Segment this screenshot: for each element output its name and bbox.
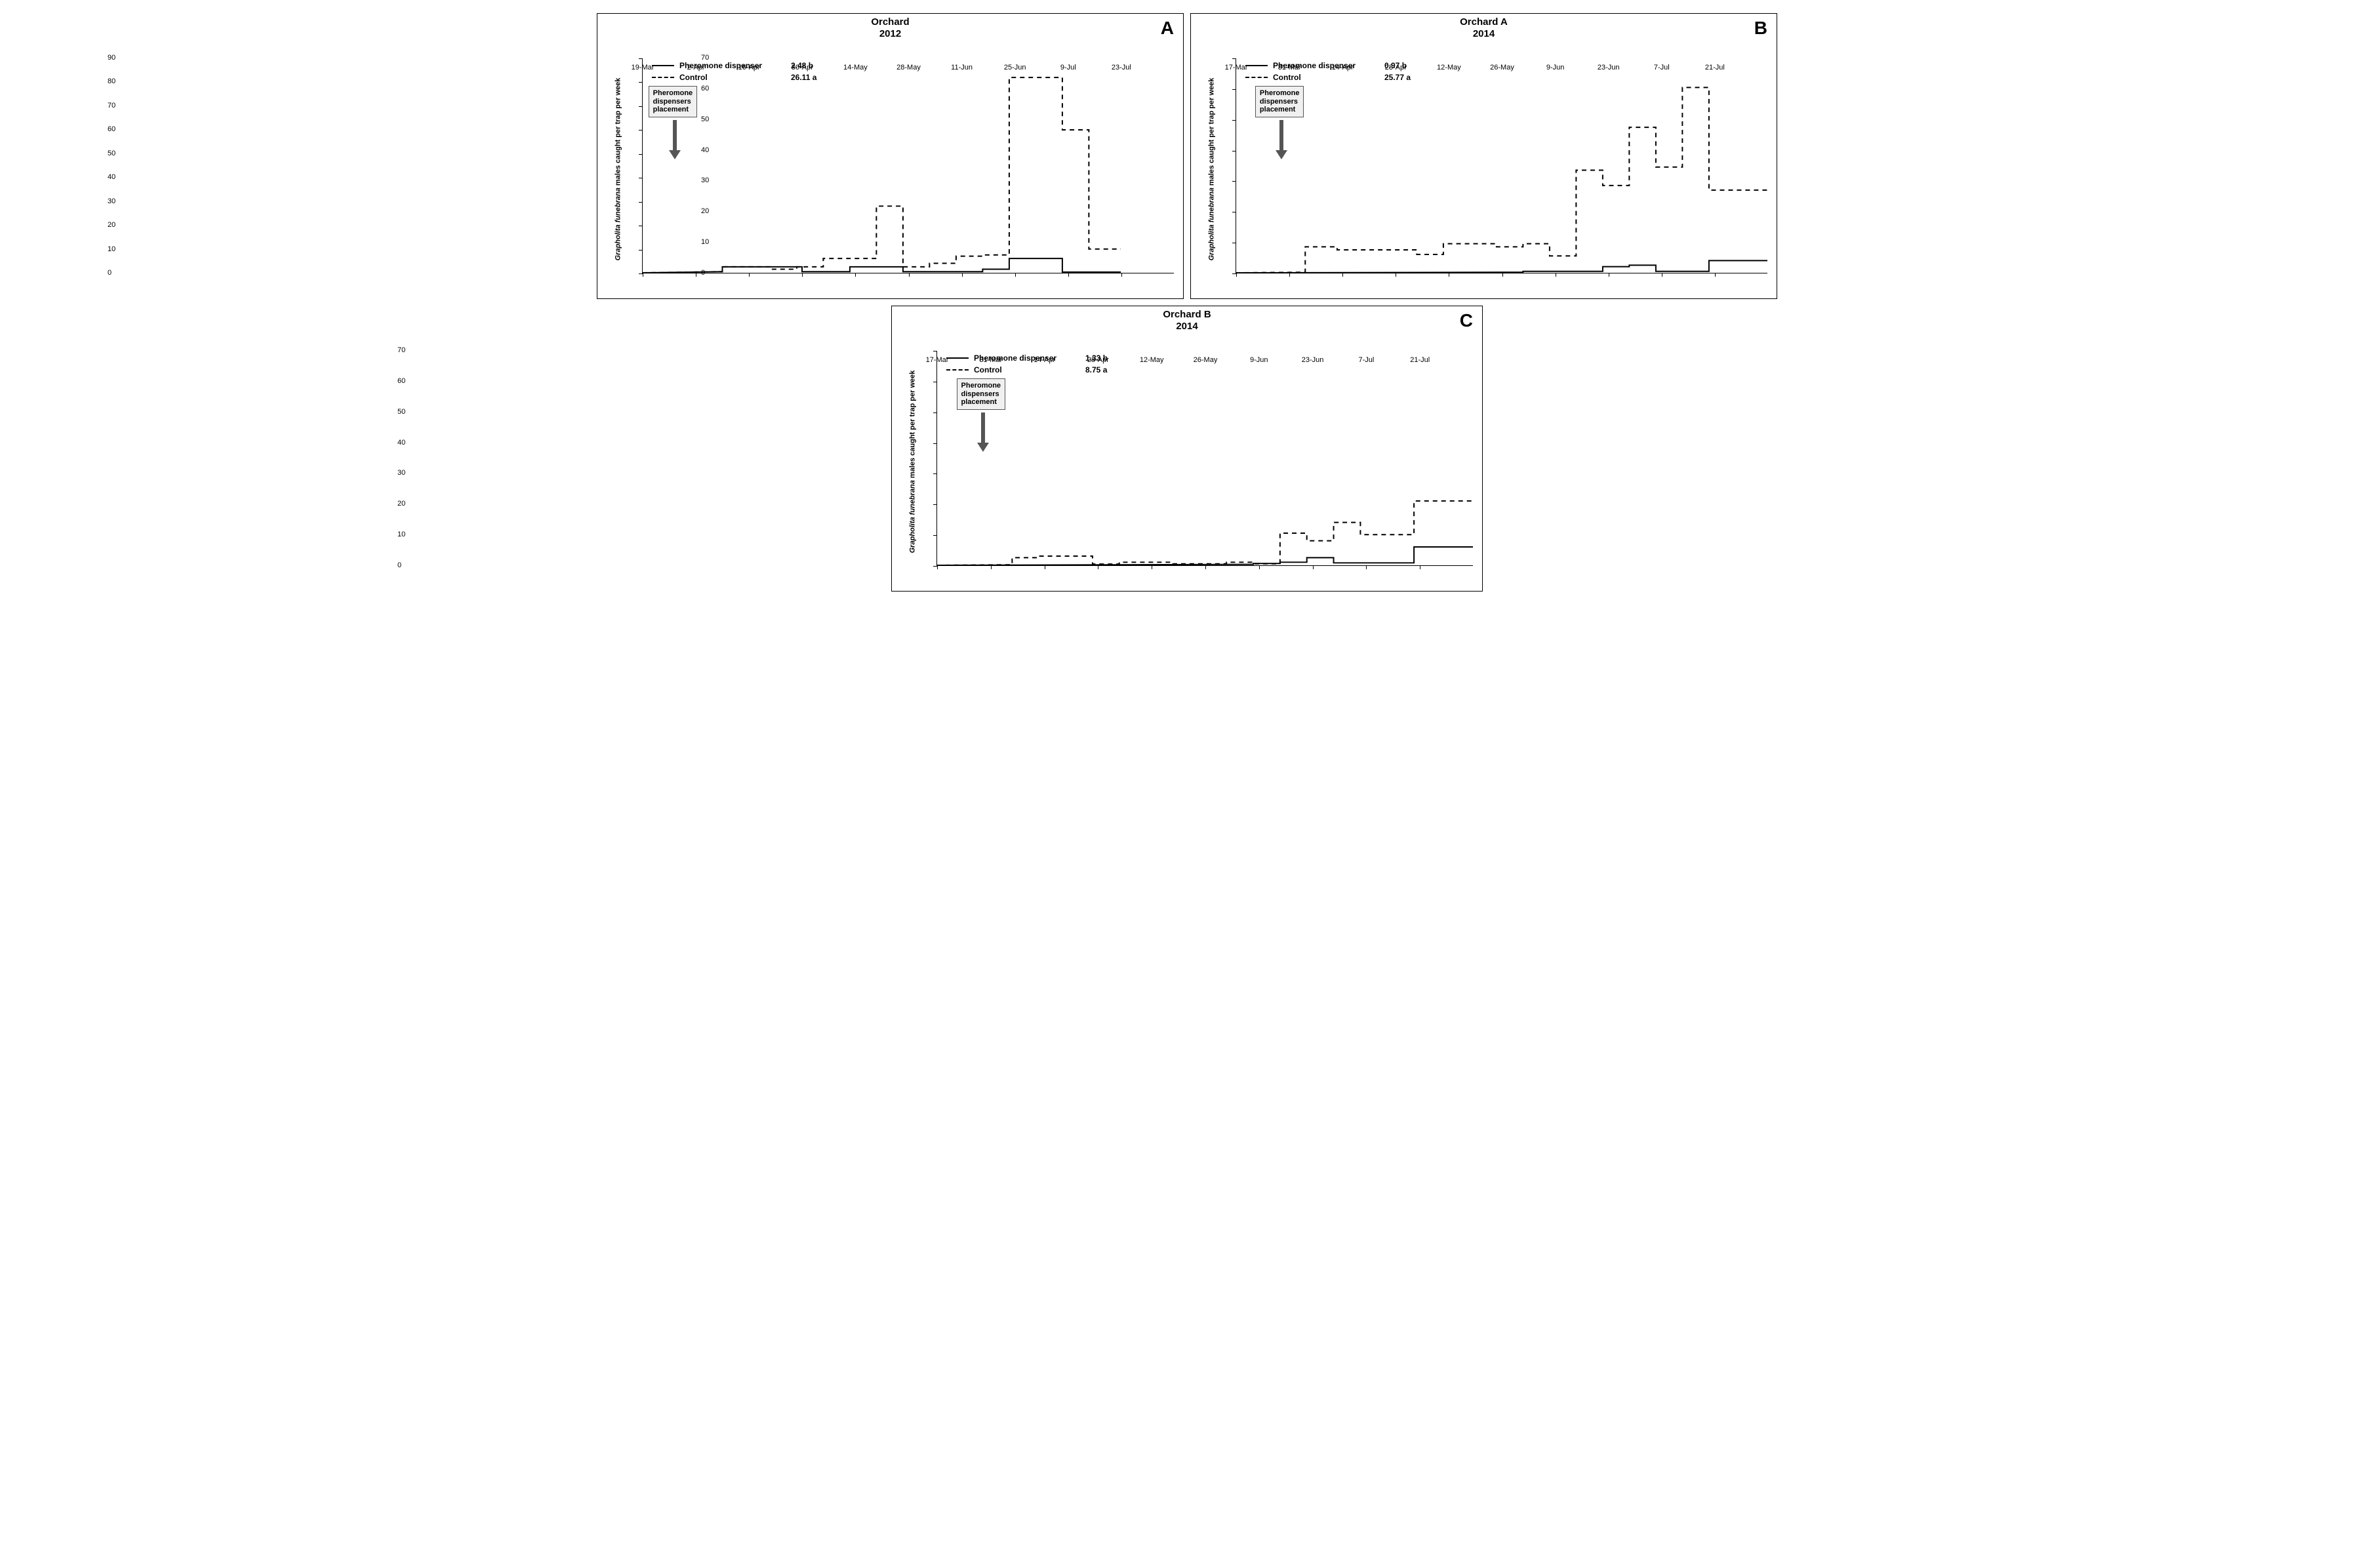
- legend: Pheromone dispenser 0.97 b Control 25.77 a: [1245, 60, 1411, 83]
- y-tick-label: 70: [397, 346, 932, 354]
- y-tick-label: 30: [701, 176, 1231, 184]
- legend-swatch-dashed: [652, 77, 674, 78]
- legend-value: 25.77 a: [1384, 73, 1411, 82]
- y-tick-label: 30: [108, 197, 637, 205]
- y-tick-label: 30: [397, 469, 932, 477]
- y-tick-label: 10: [108, 245, 637, 253]
- y-tick-label: 50: [108, 150, 637, 157]
- legend-label: Control: [679, 73, 778, 82]
- legend: Pheromone dispenser 1.33 b Control 8.75 a: [946, 352, 1108, 376]
- callout-box: Pheromonedispensersplacement: [649, 86, 698, 117]
- series-pheromone: [937, 547, 1473, 565]
- callout-box: Pheromonedispensersplacement: [1255, 86, 1304, 117]
- y-tick-label: 40: [701, 146, 1231, 154]
- panel-title-line1: Orchard B: [892, 309, 1482, 321]
- legend-value: 2.48 b: [791, 61, 813, 70]
- legend-row: Control 26.11 a: [652, 71, 816, 83]
- legend-value: 8.75 a: [1085, 365, 1107, 374]
- legend-value: 1.33 b: [1085, 353, 1108, 363]
- y-tick-label: 50: [701, 115, 1231, 123]
- panel-title: Orchard B2014: [892, 306, 1482, 332]
- legend-row: Pheromone dispenser 1.33 b: [946, 352, 1108, 364]
- y-axis-label: Grapholita funebrana males caught per tr…: [908, 371, 916, 553]
- y-tick-label: 60: [701, 85, 1231, 92]
- panel-title-line2: 2014: [1191, 28, 1777, 40]
- y-tick-label: 80: [108, 77, 637, 85]
- y-tick-label: 60: [397, 377, 932, 385]
- plot-region: 01020304050607017-Mar31-Mar14-Apr28-Apr1…: [1236, 58, 1767, 273]
- chart-area: Grapholita funebrana males caught per tr…: [892, 332, 1482, 591]
- series-svg: [1236, 58, 1767, 273]
- figure-grid: AOrchard2012Grapholita funebrana males c…: [597, 13, 1777, 592]
- y-tick-label: 20: [397, 500, 932, 508]
- y-tick-label: 20: [701, 207, 1231, 215]
- panel-letter: A: [1161, 18, 1174, 39]
- legend-row: Pheromone dispenser 0.97 b: [1245, 60, 1411, 71]
- y-tick-label: 10: [397, 531, 932, 538]
- panel-title: Orchard2012: [597, 14, 1183, 40]
- y-tick-label: 0: [108, 269, 637, 277]
- callout-line: dispensers: [653, 98, 693, 106]
- y-axis-label: Grapholita funebrana males caught per tr…: [1207, 78, 1215, 261]
- legend-swatch-solid: [652, 65, 674, 66]
- callout-line: placement: [1260, 106, 1300, 114]
- panel-B: BOrchard A2014 Grapholita funebrana males…: [1190, 13, 1777, 299]
- y-tick-label: 40: [397, 439, 932, 447]
- callout-line: placement: [653, 106, 693, 114]
- y-tick-label: 50: [397, 408, 932, 416]
- callout-line: dispensers: [961, 390, 1001, 399]
- callout-line: placement: [961, 398, 1001, 407]
- series-svg: [937, 351, 1473, 565]
- callout-box: Pheromonedispensersplacement: [957, 378, 1006, 410]
- legend-value: 0.97 b: [1384, 61, 1407, 70]
- series-control: [937, 501, 1473, 565]
- legend-label: Pheromone dispenser: [974, 353, 1072, 363]
- panel-letter: B: [1754, 18, 1767, 39]
- legend-swatch-solid: [946, 357, 969, 359]
- panel-title-line1: Orchard: [597, 16, 1183, 28]
- panel-title-line1: Orchard A: [1191, 16, 1777, 28]
- legend-value: 26.11 a: [791, 73, 816, 82]
- panel-C: COrchard B2014 Grapholita funebrana males…: [891, 306, 1483, 592]
- panel-letter: C: [1460, 310, 1473, 331]
- legend-label: Pheromone dispenser: [1273, 61, 1371, 70]
- legend-swatch-solid: [1245, 65, 1268, 66]
- y-tick-label: 20: [108, 221, 637, 229]
- callout-line: Pheromone: [1260, 89, 1300, 98]
- legend-label: Control: [974, 365, 1072, 374]
- series-control: [1236, 87, 1767, 273]
- y-tick-label: 10: [701, 238, 1231, 246]
- legend-swatch-dashed: [946, 369, 969, 371]
- y-tick-label: 90: [108, 54, 637, 62]
- legend-label: Control: [1273, 73, 1371, 82]
- panel-title-line2: 2012: [597, 28, 1183, 40]
- y-tick-label: 40: [108, 173, 637, 181]
- chart-area: Grapholita funebrana males caught per tr…: [1191, 40, 1777, 298]
- legend-swatch-dashed: [1245, 77, 1268, 78]
- y-tick-label: 0: [397, 561, 932, 569]
- legend-row: Control 25.77 a: [1245, 71, 1411, 83]
- callout-line: dispensers: [1260, 98, 1300, 106]
- panel-title-line2: 2014: [892, 321, 1482, 332]
- y-tick-label: 70: [701, 54, 1231, 62]
- callout-line: Pheromone: [653, 89, 693, 98]
- y-tick-label: 70: [108, 102, 637, 110]
- callout-line: Pheromone: [961, 382, 1001, 390]
- plot-region: 01020304050607017-Mar31-Mar14-Apr28-Apr1…: [936, 351, 1473, 566]
- y-tick-label: 0: [701, 269, 1231, 277]
- legend-label: Pheromone dispenser: [679, 61, 778, 70]
- legend-row: Control 8.75 a: [946, 364, 1108, 376]
- panel-title: Orchard A2014: [1191, 14, 1777, 40]
- series-pheromone: [1236, 260, 1767, 273]
- chart-area: Grapholita funebrana males caught per tr…: [597, 40, 1183, 298]
- legend: Pheromone dispenser 2.48 b Control 26.11 a: [652, 60, 816, 83]
- y-tick-label: 60: [108, 125, 637, 133]
